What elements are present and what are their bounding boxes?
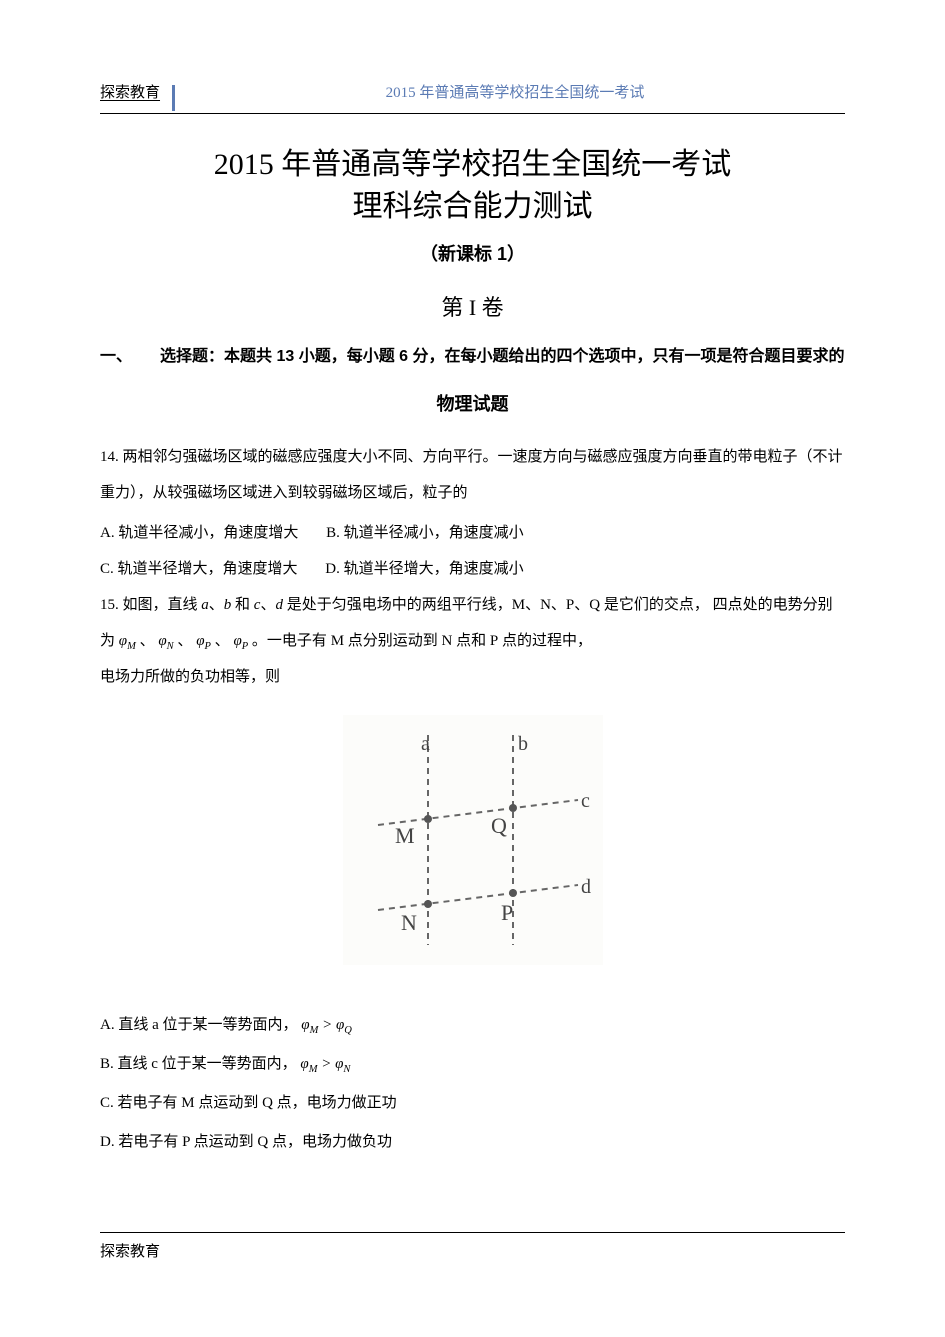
q15-option-c: C. 若电子有 M 点运动到 Q 点，电场力做正功	[100, 1084, 845, 1123]
q15-phi-n: φN	[158, 633, 173, 649]
section-instruction: 一、 选择题：本题共 13 小题，每小题 6 分，在每小题给出的四个选项中，只有…	[100, 342, 845, 372]
q15-phi-m: φM	[119, 633, 136, 649]
q15-figure: a b c d M Q N P	[100, 715, 845, 976]
q15-option-d: D. 若电子有 P 点运动到 Q 点，电场力做负功	[100, 1123, 845, 1162]
fig-label-a: a	[421, 733, 430, 755]
q15-letter-d: d	[275, 597, 283, 613]
q15-t2: 和	[231, 597, 254, 613]
header-brand: 探索教育	[100, 80, 168, 107]
q15-t7: 点和	[452, 633, 490, 649]
q14-option-d: D. 轨道半径增大，角速度减小	[325, 561, 523, 577]
main-title-line1: 2015 年普通高等学校招生全国统一考试	[100, 144, 845, 186]
q15-diagram-svg: a b c d M Q N P	[343, 715, 603, 965]
q15-sep3: 、	[140, 633, 155, 649]
q15-t6: 点分别运动到	[344, 633, 442, 649]
page-header: 探索教育 2015 年普通高等学校招生全国统一考试	[100, 80, 845, 107]
q15-phi-p: φP	[196, 633, 211, 649]
q15-N: N	[442, 633, 453, 649]
fig-label-b: b	[518, 733, 528, 755]
title-tag: （新课标 1）	[100, 238, 845, 270]
q15-sep1: 、	[209, 597, 224, 613]
q15-t3b: 是它们的交点，	[600, 597, 709, 613]
footer-rule	[100, 1232, 845, 1233]
q14-option-c: C. 轨道半径增大，角速度增大	[100, 561, 298, 577]
header-rule	[100, 113, 845, 114]
fig-label-P: P	[501, 900, 513, 925]
q15-phi-p2: φP	[233, 633, 248, 649]
main-title-line2: 理科综合能力测试	[100, 186, 845, 228]
q15-t3: 是处于匀强电场中的两组平行线，	[283, 597, 512, 613]
q15-P: P	[490, 633, 498, 649]
q15-t9: 电场力所做的负功相等，则	[100, 669, 280, 685]
q15-points: M、N、P、Q	[512, 597, 600, 613]
q15-t1: 15. 如图，直线	[100, 597, 201, 613]
footer-brand: 探索教育	[100, 1239, 845, 1266]
q14-option-b: B. 轨道半径减小，角速度减小	[326, 525, 524, 541]
q15-sep4: 、	[177, 633, 192, 649]
fig-label-d: d	[581, 876, 591, 898]
q15-option-a: A. 直线 a 位于某一等势面内， φM > φQ	[100, 1006, 845, 1045]
page-container: 探索教育 2015 年普通高等学校招生全国统一考试 2015 年普通高等学校招生…	[0, 0, 945, 1326]
q15-options: A. 直线 a 位于某一等势面内， φM > φQ B. 直线 c 位于某一等势…	[100, 1006, 845, 1162]
question-15-stem: 15. 如图，直线 a、b 和 c、d 是处于匀强电场中的两组平行线，M、N、P…	[100, 587, 845, 695]
q15-option-b: B. 直线 c 位于某一等势面内， φM > φN	[100, 1045, 845, 1084]
subject-title: 物理试题	[100, 388, 845, 420]
header-title: 2015 年普通高等学校招生全国统一考试	[185, 80, 845, 107]
fig-label-Q: Q	[491, 813, 507, 838]
q15-sep2: 、	[260, 597, 275, 613]
q15-sep5: 、	[215, 633, 230, 649]
q15-t5: 。一电子有	[248, 633, 331, 649]
q14-option-a: A. 轨道半径减小，角速度增大	[100, 525, 298, 541]
question-14-options-row1: A. 轨道半径减小，角速度增大 B. 轨道半径减小，角速度减小	[100, 515, 845, 551]
question-14-options-row2: C. 轨道半径增大，角速度增大 D. 轨道半径增大，角速度减小	[100, 551, 845, 587]
section-number: 一、	[100, 342, 160, 372]
header-divider	[172, 85, 175, 111]
question-14-stem: 14. 两相邻匀强磁场区域的磁感应强度大小不同、方向平行。一速度方向与磁感应强度…	[100, 439, 845, 511]
q15-t8: 点的过程中，	[498, 633, 592, 649]
section-text: 选择题：本题共 13 小题，每小题 6 分，在每小题给出的四个选项中，只有一项是…	[160, 342, 845, 372]
volume-label: 第 I 卷	[100, 288, 845, 328]
q15-M: M	[331, 633, 344, 649]
fig-label-N: N	[401, 910, 417, 935]
q15-letter-a: a	[201, 597, 209, 613]
fig-label-c: c	[581, 790, 590, 812]
fig-label-M: M	[395, 823, 415, 848]
